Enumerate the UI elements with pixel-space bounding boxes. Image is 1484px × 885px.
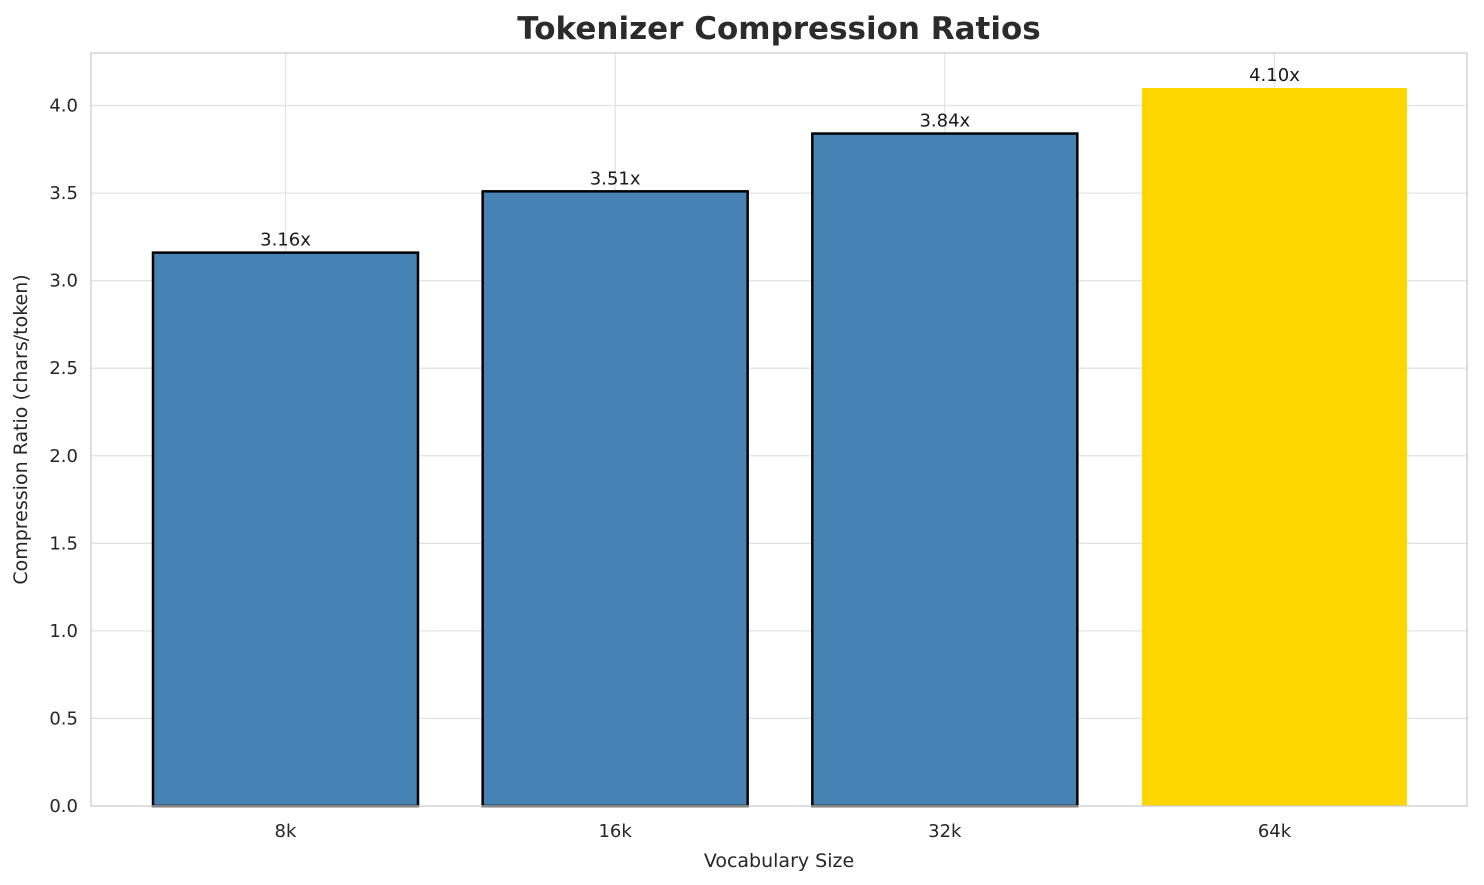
y-tick-label: 0.0 (49, 796, 78, 817)
x-tick-label: 16k (598, 821, 632, 842)
y-tick-label: 3.5 (49, 183, 78, 204)
x-axis-label: Vocabulary Size (704, 850, 854, 872)
y-tick-label: 2.5 (49, 358, 78, 379)
x-axis-tick-labels: 8k 16k 32k 64k (275, 821, 1292, 842)
bar (151, 251, 420, 808)
y-tick-label: 2.0 (49, 446, 78, 467)
bar-highlighted (1141, 88, 1407, 806)
y-tick-label: 0.5 (49, 708, 78, 729)
y-tick-label: 4.0 (49, 96, 78, 117)
axes-frame (90, 52, 1468, 807)
bar (481, 190, 749, 808)
bars (151, 88, 1407, 808)
bar-value-label: 3.51x (590, 168, 641, 189)
y-tick-label: 3.0 (49, 271, 78, 292)
y-axis-label: Compression Ratio (chars/token) (10, 274, 32, 584)
x-tick-label: 32k (928, 821, 962, 842)
x-tick-label: 64k (1258, 821, 1292, 842)
bar-value-label: 4.10x (1249, 65, 1300, 86)
chart-title: Tokenizer Compression Ratios (517, 11, 1041, 47)
y-tick-label: 1.5 (49, 533, 78, 554)
y-tick-label: 1.0 (49, 621, 78, 642)
x-tick-label: 8k (275, 821, 297, 842)
bar-value-label: 3.84x (919, 111, 970, 132)
y-axis-tick-labels: 0.0 0.5 1.0 1.5 2.0 2.5 3.0 3.5 4.0 (49, 96, 78, 817)
bar-value-label: 3.16x (260, 230, 311, 251)
bar (811, 132, 1079, 808)
bar-value-labels: 3.16x 3.51x 3.84x 4.10x (260, 65, 1300, 251)
